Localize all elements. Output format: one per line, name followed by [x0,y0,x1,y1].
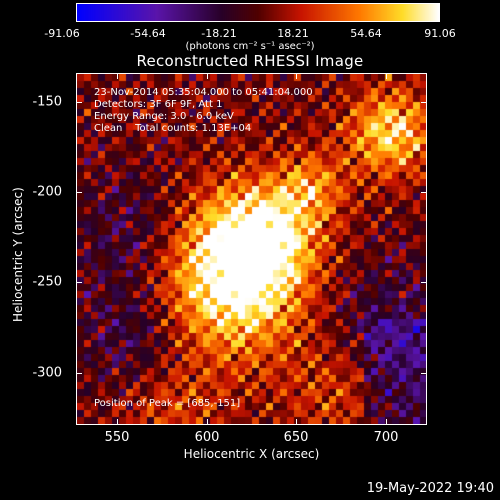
y-tick-label: -200 [32,184,62,200]
colorbar [76,3,440,22]
colorbar-tick-label: -54.64 [130,27,166,40]
axis-tick-mark [76,282,82,283]
y-tick-label: -300 [32,365,62,381]
annotation-clean-counts: Clean Total counts: 1.13E+04 [94,123,252,134]
y-axis-label: Heliocentric Y (arcsec) [11,187,25,322]
annotation-time-range: 23-Nov-2014 05:35:04.000 to 05:41:04.000 [94,87,313,98]
annotation-energy-range: Energy Range: 3.0 - 6.0 keV [94,111,234,122]
axis-tick-mark [421,192,427,193]
annotation-peak-position: Position of Peak = [685,-151] [94,398,241,409]
axis-tick-mark [76,102,82,103]
x-tick-label: 600 [194,430,220,445]
x-tick-label: 550 [104,430,130,445]
y-tick-label: -250 [32,274,62,290]
colorbar-tick-label: -91.06 [44,27,80,40]
axis-tick-mark [207,419,208,425]
colorbar-tick-label: 18.21 [277,27,309,40]
axis-tick-mark [421,102,427,103]
axis-tick-mark [421,373,427,374]
colorbar-tick-label: -18.21 [201,27,237,40]
colorbar-tick-label: 54.64 [350,27,382,40]
axis-tick-mark [296,419,297,425]
colorbar-units: (photons cm⁻² s⁻¹ asec⁻²) [185,41,315,52]
axis-tick-mark [296,73,297,79]
axis-tick-mark [207,73,208,79]
y-tick-label: -150 [32,94,62,110]
x-tick-label: 650 [283,430,309,445]
annotation-detectors: Detectors: 3F 6F 9F, Att 1 [94,99,223,110]
axis-tick-mark [117,419,118,425]
axis-tick-mark [421,282,427,283]
axis-tick-mark [76,373,82,374]
image-title: Reconstructed RHESSI Image [136,52,364,70]
x-tick-label: 700 [373,430,399,445]
axis-tick-mark [386,419,387,425]
axis-tick-mark [117,73,118,79]
axis-tick-mark [386,73,387,79]
solar-image-panel: 23-Nov-2014 05:35:04.000 to 05:41:04.000… [76,73,427,425]
render-timestamp: 19-May-2022 19:40 [366,481,494,496]
x-axis-label: Heliocentric X (arcsec) [183,447,320,461]
rhessi-image [77,74,426,424]
axis-tick-mark [76,192,82,193]
colorbar-tick-label: 91.06 [424,27,456,40]
